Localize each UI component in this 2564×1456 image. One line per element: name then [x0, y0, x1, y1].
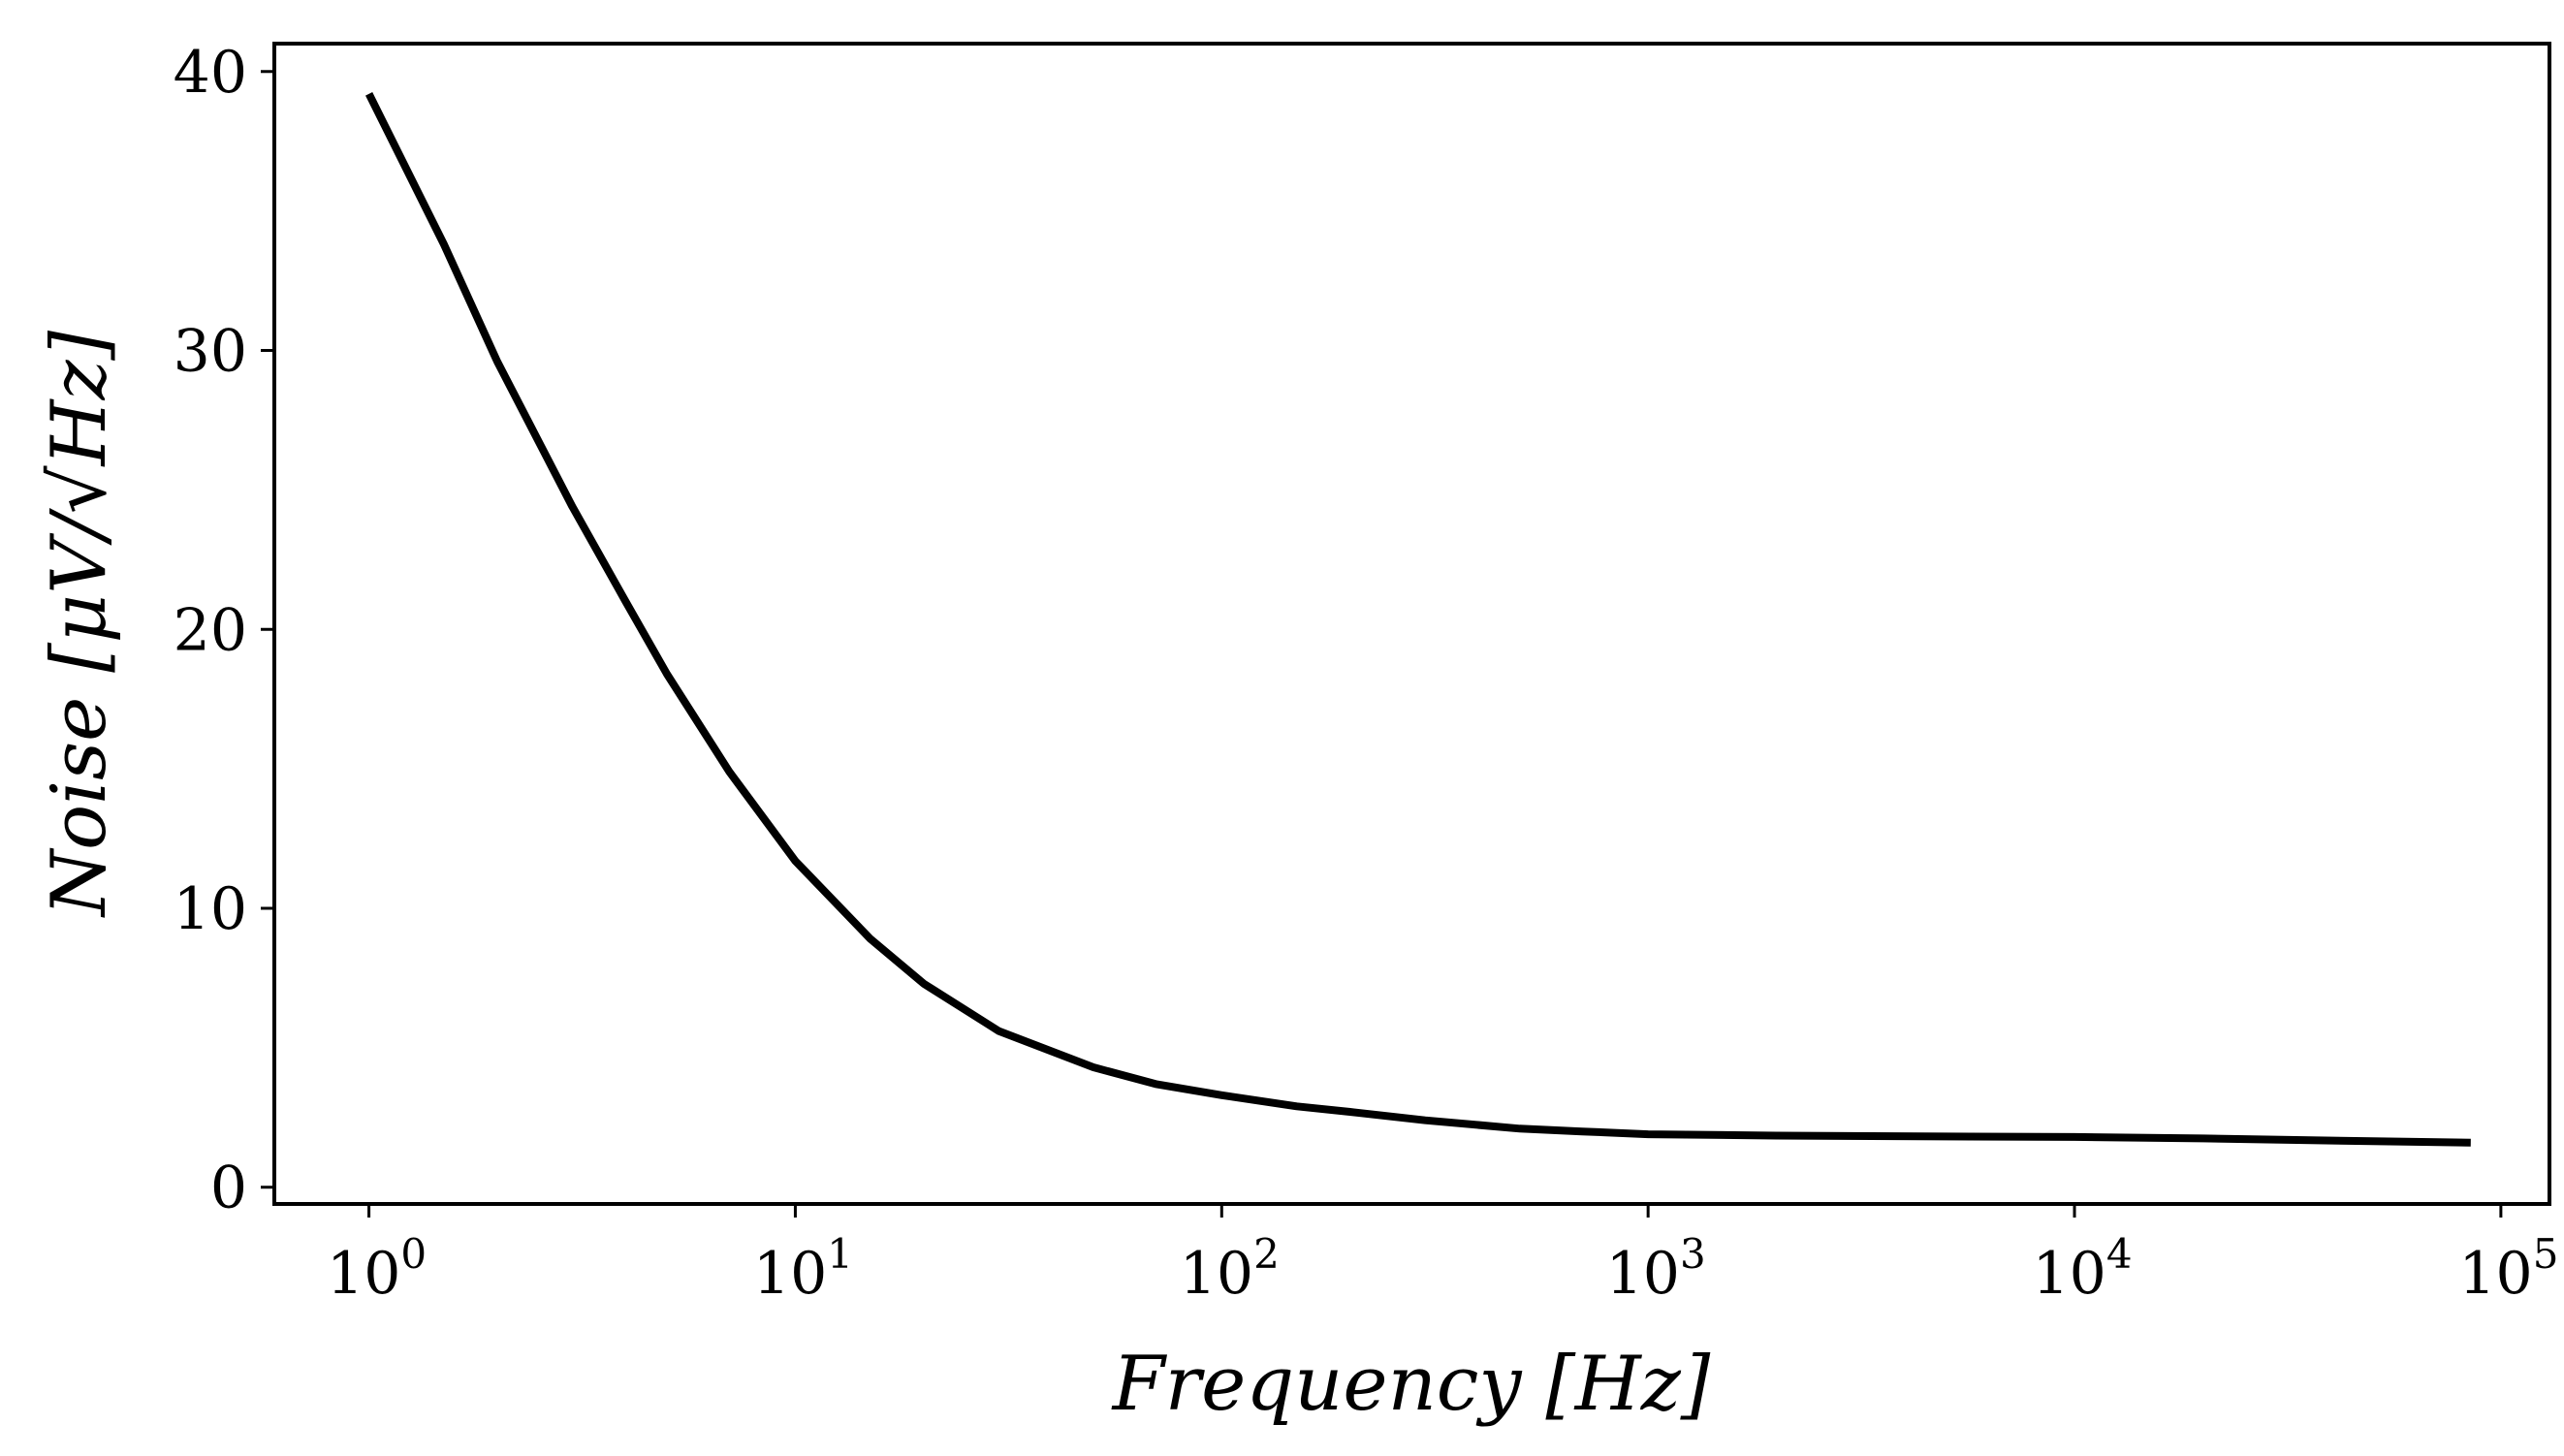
- y-tick-label: 20: [174, 596, 247, 664]
- x-tick-label: 102: [1180, 1230, 1280, 1308]
- x-tick-label: 101: [753, 1230, 853, 1308]
- x-tick-label: 104: [2032, 1230, 2132, 1308]
- plot-frame: [272, 42, 2551, 1206]
- x-tick-label: 105: [2458, 1230, 2558, 1308]
- y-tick-label: 10: [174, 875, 247, 943]
- y-axis-ticks: 0 10 20 30 40: [174, 39, 274, 1222]
- series-layer: [365, 92, 2471, 1147]
- x-tick-label: 103: [1606, 1230, 1706, 1308]
- x-tick-label: 100: [327, 1230, 427, 1308]
- x-axis-label: Frequency [Hz]: [1111, 1341, 1711, 1428]
- y-axis-label: Noise [μV/√Hz]: [36, 330, 123, 918]
- y-tick-label: 0: [210, 1155, 247, 1222]
- noise-curve: [365, 92, 2471, 1147]
- y-tick-label: 40: [174, 39, 247, 107]
- y-tick-label: 30: [174, 318, 247, 386]
- x-axis-ticks: 100 101 102 103 104 105: [327, 1204, 2558, 1308]
